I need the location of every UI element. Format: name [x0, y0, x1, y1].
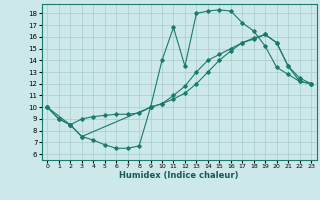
- X-axis label: Humidex (Indice chaleur): Humidex (Indice chaleur): [119, 171, 239, 180]
